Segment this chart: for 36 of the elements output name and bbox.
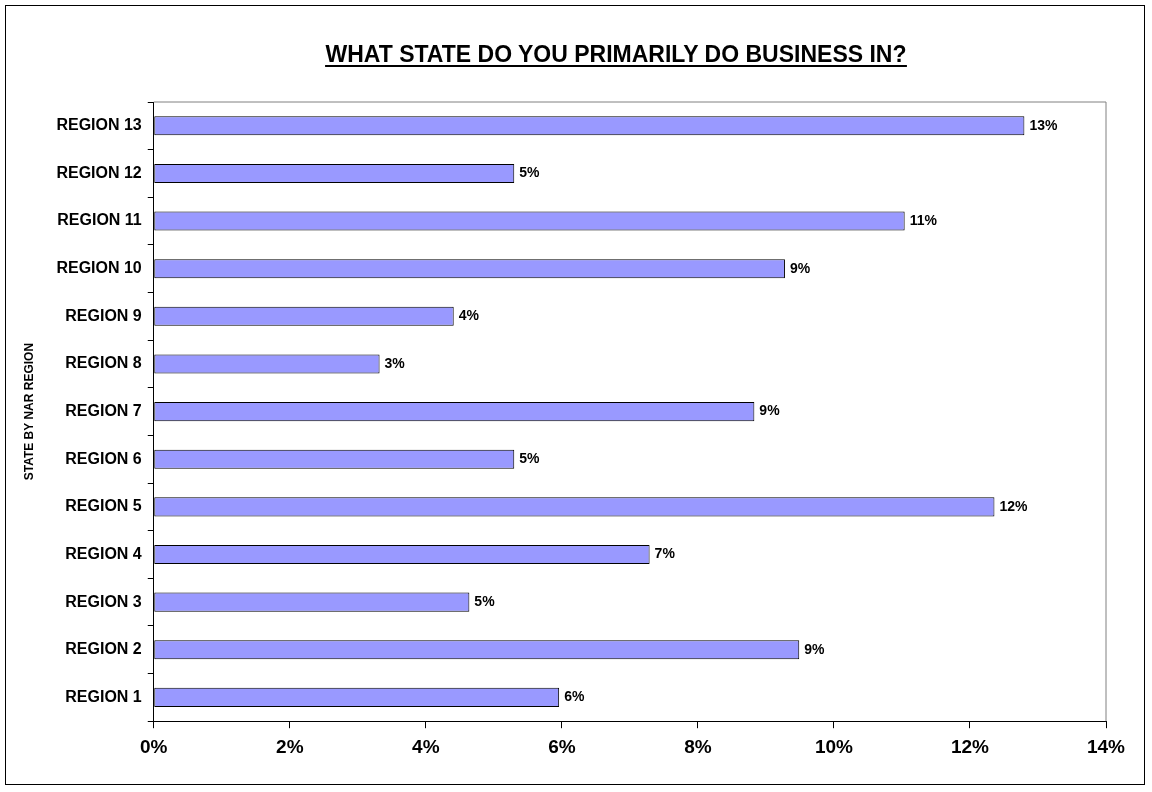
y-axis-title: STATE BY NAR REGION — [21, 342, 36, 481]
data-label: 7% — [654, 545, 676, 562]
data-label: 5% — [519, 164, 541, 181]
x-tick-label: 6% — [548, 735, 576, 757]
y-tick-label: REGION 5 — [65, 497, 142, 515]
x-tick-label: 12% — [950, 735, 990, 757]
x-tick-label: 14% — [1086, 735, 1126, 757]
data-label: 9% — [789, 259, 811, 276]
y-tick-label: REGION 4 — [65, 544, 142, 562]
chart-title: WHAT STATE DO YOU PRIMARILY DO BUSINESS IN? — [325, 41, 907, 67]
data-label: 6% — [564, 688, 585, 705]
y-tick-label: REGION 8 — [65, 354, 142, 372]
x-tick-label: 4% — [412, 735, 440, 757]
data-label: 12% — [999, 497, 1029, 514]
x-tick-label: 8% — [684, 735, 712, 757]
y-tick-label: REGION 13 — [56, 116, 142, 134]
data-label: 11% — [909, 211, 938, 228]
x-tick-label: 10% — [814, 735, 854, 757]
y-tick-label: REGION 6 — [65, 449, 142, 467]
y-tick-label: REGION 3 — [65, 592, 142, 610]
y-tick-label: REGION 10 — [56, 259, 142, 277]
data-label: 13% — [1029, 116, 1058, 133]
data-label: 4% — [458, 307, 480, 324]
data-label: 5% — [474, 592, 496, 609]
y-tick-label: REGION 2 — [65, 640, 142, 658]
data-label: 9% — [759, 402, 781, 419]
y-tick-label: REGION 12 — [56, 163, 142, 181]
y-tick-label: REGION 11 — [57, 211, 142, 229]
x-tick-label: 2% — [276, 735, 304, 757]
data-label: 9% — [804, 640, 826, 657]
x-tick-label: 0% — [140, 735, 168, 757]
data-label: 5% — [519, 450, 541, 467]
data-label: 3% — [384, 354, 406, 371]
y-tick-label: REGION 7 — [65, 402, 142, 420]
y-tick-label: REGION 9 — [65, 306, 142, 324]
y-tick-label: REGION 1 — [65, 687, 142, 705]
